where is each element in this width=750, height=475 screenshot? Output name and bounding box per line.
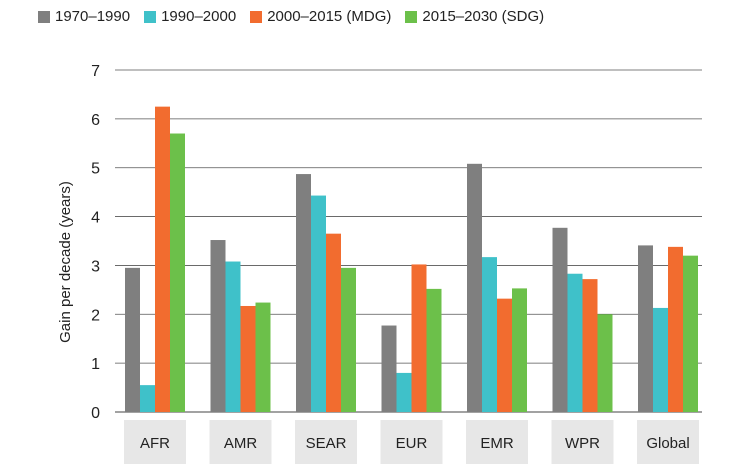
grid-lines <box>115 69 702 413</box>
legend-item: 1970–1990 <box>38 8 130 25</box>
y-tick-label: 2 <box>91 307 100 324</box>
category-label-bg <box>295 420 357 464</box>
y-tick-label: 3 <box>91 258 100 275</box>
legend-swatch <box>405 10 418 23</box>
category-label: EUR <box>396 435 428 452</box>
y-tick-label: 0 <box>91 405 100 422</box>
y-tick-label: 5 <box>91 161 100 178</box>
category-label: EMR <box>480 435 514 452</box>
bar <box>170 133 185 412</box>
legend-label: 1970–1990 <box>55 8 131 25</box>
bar <box>326 233 341 412</box>
y-axis-title: Gain per decade (years) <box>57 181 74 343</box>
category-label: AMR <box>224 435 258 452</box>
y-tick-labels: 0 1 2 3 4 5 6 7 <box>91 63 100 422</box>
bar <box>552 227 568 412</box>
bar <box>653 307 668 412</box>
legend-item: 2000–2015 (MDG) <box>250 8 391 25</box>
bar <box>210 240 226 412</box>
bar <box>255 302 271 412</box>
chart-legend: 1970–1990 1990–2000 2000–2015 (MDG) 2015–20… <box>38 8 544 25</box>
bar <box>597 314 613 412</box>
bar <box>381 325 397 412</box>
category-label-bg <box>637 420 699 464</box>
bar <box>396 372 412 412</box>
bar <box>582 279 598 412</box>
bar <box>155 106 170 413</box>
category-label: WPR <box>565 435 600 452</box>
bar <box>567 273 583 412</box>
category-label-bg <box>466 420 528 464</box>
category-label-bg <box>380 420 443 464</box>
category-label-bg <box>551 420 614 464</box>
bar <box>311 195 326 412</box>
bar <box>140 385 155 412</box>
category-label-bg <box>209 420 272 464</box>
category-labels: AFR AMR SEAR EUR EMR WPR Global <box>140 435 690 452</box>
legend-swatch <box>38 10 50 23</box>
bar <box>341 267 356 412</box>
bar <box>467 163 482 412</box>
bar <box>497 298 512 412</box>
category-label: Global <box>646 435 689 452</box>
y-tick-label: 7 <box>91 63 100 80</box>
legend-label: 1990–2000 <box>161 8 237 25</box>
y-tick-label: 6 <box>91 112 100 129</box>
bar <box>482 257 497 412</box>
category-label: AFR <box>140 435 170 452</box>
bar <box>411 264 427 412</box>
bar <box>683 255 698 412</box>
bar <box>296 174 311 412</box>
bar <box>512 288 527 412</box>
category-label: SEAR <box>306 435 347 452</box>
bar <box>240 305 256 412</box>
bar <box>426 288 442 412</box>
legend-swatch <box>144 10 157 23</box>
bar <box>668 246 683 412</box>
legend-swatch <box>250 10 263 23</box>
y-tick-label: 1 <box>91 356 100 373</box>
legend-item: 2015–2030 (SDG) <box>405 8 544 25</box>
category-backgrounds <box>124 420 699 464</box>
bar <box>225 261 241 412</box>
category-label-bg <box>124 420 186 464</box>
y-tick-label: 4 <box>91 210 100 227</box>
legend-label: 2015–2030 (SDG) <box>422 8 545 25</box>
bar <box>638 245 653 412</box>
bars <box>125 106 698 413</box>
bar <box>125 267 140 412</box>
legend-label: 2000–2015 (MDG) <box>267 8 392 25</box>
legend-item: 1990–2000 <box>144 8 236 25</box>
